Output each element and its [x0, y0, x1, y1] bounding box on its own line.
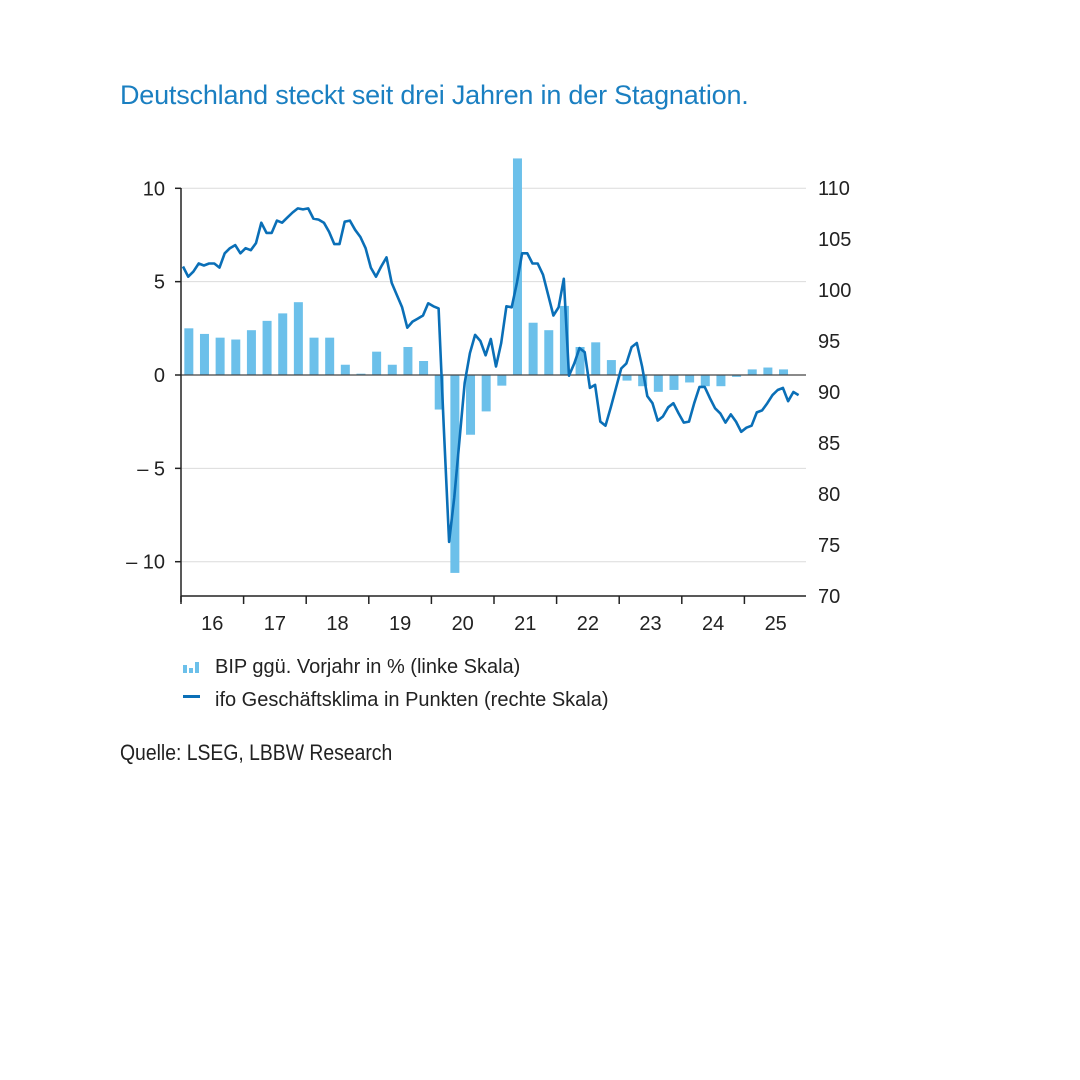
line-series — [181, 207, 800, 544]
bar-2021-Q3 — [528, 322, 538, 375]
legend-label-ifo: ifo Geschäftsklima in Punkten (rechte Sk… — [215, 689, 609, 711]
y-tick-label-right: 80 — [818, 484, 840, 506]
bar-2016-Q2 — [199, 333, 209, 375]
x-tick-label: 22 — [577, 613, 599, 635]
bar-2018-Q2 — [325, 337, 335, 375]
legend-label-bip: BIP ggü. Vorjahr in % (linke Skala) — [215, 656, 520, 678]
bar-2018-Q4 — [356, 373, 366, 375]
legend-line-icon — [183, 695, 200, 698]
bar-2017-Q1 — [246, 330, 256, 375]
bar-2017-Q4 — [293, 302, 303, 375]
y-tick-label-left: – 10 — [126, 552, 165, 574]
y-tick-label-right: 85 — [818, 433, 840, 455]
bar-2024-Q2 — [700, 375, 710, 387]
y-tick-label-right: 105 — [818, 229, 851, 251]
legend-bar-icon — [183, 665, 187, 673]
bar-2025-Q3 — [779, 369, 789, 375]
x-tick-label: 16 — [201, 613, 223, 635]
ifo-line — [181, 207, 800, 544]
chart-title: Deutschland steckt seit drei Jahren in d… — [120, 80, 749, 110]
bar-2020-Q4 — [481, 375, 491, 412]
x-tick-label: 23 — [639, 613, 661, 635]
y-tick-label-right: 70 — [818, 586, 840, 608]
bar-2020-Q2 — [450, 375, 460, 573]
bar-2023-Q4 — [669, 375, 679, 390]
bar-2019-Q3 — [403, 346, 413, 375]
bar-2018-Q1 — [309, 337, 319, 375]
source-note: Quelle: LSEG, LBBW Research — [120, 740, 393, 765]
bar-2022-Q3 — [591, 342, 601, 375]
y-tick-label-left: 5 — [154, 272, 165, 294]
y-tick-label-left: 0 — [154, 365, 165, 387]
y-tick-label-right: 100 — [818, 280, 851, 302]
x-tick-label: 19 — [389, 613, 411, 635]
legend-bar-icon — [189, 668, 193, 673]
x-tick-label: 25 — [765, 613, 787, 635]
bar-2024-Q3 — [716, 375, 726, 387]
bar-2022-Q4 — [606, 360, 616, 375]
x-tick-label: 21 — [514, 613, 536, 635]
x-tick-label: 20 — [452, 613, 474, 635]
legend-bar-icon — [195, 662, 199, 673]
bar-2016-Q4 — [231, 339, 241, 375]
bar-2017-Q2 — [262, 320, 272, 375]
bar-2016-Q1 — [184, 328, 194, 375]
bar-2018-Q3 — [340, 364, 350, 375]
bar-2016-Q3 — [215, 337, 225, 375]
bar-2019-Q1 — [372, 351, 382, 375]
bar-2024-Q1 — [685, 375, 695, 383]
bar-2019-Q4 — [419, 360, 429, 375]
bar-2020-Q1 — [434, 375, 444, 410]
bar-2017-Q3 — [278, 313, 288, 375]
bar-2023-Q3 — [653, 375, 663, 392]
y-tick-label-right: 75 — [818, 535, 840, 557]
bar-2021-Q4 — [544, 330, 554, 375]
legend: BIP ggü. Vorjahr in % (linke Skala) ifo … — [183, 656, 609, 711]
x-tick-label: 24 — [702, 613, 724, 635]
y-tick-label-left: 10 — [143, 178, 165, 200]
x-tick-label: 18 — [326, 613, 348, 635]
y-tick-label-right: 90 — [818, 382, 840, 404]
y-tick-label-right: 95 — [818, 331, 840, 353]
bar-2020-Q3 — [466, 375, 476, 435]
bar-2024-Q4 — [732, 375, 742, 377]
bar-2019-Q2 — [387, 364, 397, 375]
bar-2022-Q1 — [559, 305, 569, 375]
y-tick-label-right: 110 — [818, 178, 850, 200]
axes — [175, 187, 806, 604]
bar-2022-Q2 — [575, 346, 585, 375]
bar-2023-Q1 — [622, 375, 632, 381]
bar-2025-Q1 — [747, 369, 757, 375]
bar-2025-Q2 — [763, 367, 773, 375]
bar-2021-Q2 — [512, 158, 522, 375]
bar-2021-Q1 — [497, 375, 507, 386]
y-tick-label-left: – 5 — [137, 458, 165, 480]
bar-2023-Q2 — [638, 375, 648, 387]
x-tick-label: 17 — [264, 613, 286, 635]
gridlines — [181, 187, 806, 563]
bar-series — [184, 158, 789, 573]
